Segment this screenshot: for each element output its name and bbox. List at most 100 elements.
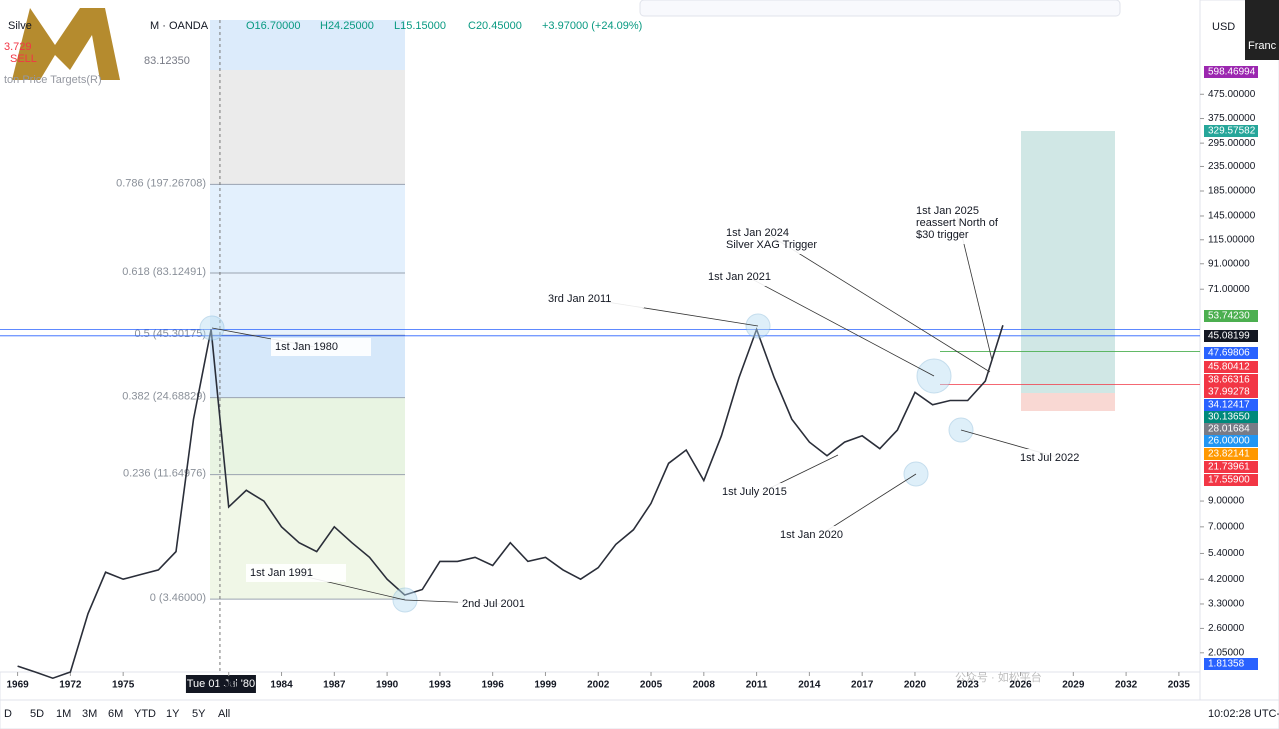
price-tag — [1204, 423, 1258, 435]
ohlc: L15.15000 — [394, 20, 446, 32]
price-tag — [1204, 330, 1258, 342]
annotation: 1st Jan 2025 reassert North of $30 trigger — [916, 205, 999, 241]
y-tick-label: 235.00000 — [1208, 161, 1256, 172]
annotation-pointer — [765, 232, 991, 373]
stop-box — [1021, 393, 1115, 411]
price-tag — [1204, 411, 1258, 423]
y-tick-label: 375.00000 — [1208, 113, 1256, 124]
range-button[interactable]: 1M — [56, 708, 71, 720]
annotation: 1st Jan 2020 — [780, 529, 843, 541]
drawing-toolbar — [639, 0, 1121, 17]
price-line — [17, 324, 1004, 680]
fib-label: 0.786 (197.26708) — [116, 177, 206, 189]
price-tag — [1204, 461, 1258, 473]
price-tag — [1204, 347, 1258, 359]
annotation-bg — [776, 526, 876, 544]
y-tick-label: 475.00000 — [1208, 89, 1256, 100]
range-button[interactable]: 5D — [30, 708, 44, 720]
fib-zone — [210, 184, 405, 274]
x-tick-label: 1993 — [429, 680, 452, 691]
price-tag-label: 23.82141 — [1208, 449, 1250, 460]
fib-zone — [210, 70, 405, 185]
x-tick-label: 2035 — [1168, 680, 1191, 691]
y-tick-label: 91.00000 — [1208, 258, 1250, 269]
y-tick-label: 7.00000 — [1208, 521, 1245, 532]
fib-label: 0.5 (45.30175) — [134, 328, 206, 340]
y-tick-label: 295.00000 — [1208, 138, 1256, 149]
webcam — [1245, 0, 1279, 60]
x-tick-label: 2002 — [587, 680, 610, 691]
order-price: 3.729 — [4, 41, 32, 53]
price-tag — [1204, 310, 1258, 322]
annotation: 2nd Jul 2001 — [462, 598, 525, 610]
annotation-pointer — [819, 473, 917, 536]
ohlc: H24.25000 — [320, 20, 374, 32]
y-tick-label: 115.00000 — [1208, 234, 1255, 245]
clock: 10:02:28 UTC-5 — [1208, 708, 1279, 720]
annotation: 1st Jul 2022 — [1020, 452, 1079, 464]
crosshair-tag — [185, 675, 256, 693]
price-tag-label: 21.73961 — [1208, 462, 1250, 473]
range-button[interactable]: D — [4, 708, 12, 720]
range-button[interactable]: 5Y — [192, 708, 206, 720]
annotation: 1st July 2015 — [722, 486, 787, 498]
price-tag — [1204, 399, 1258, 411]
range-button[interactable]: 3M — [82, 708, 97, 720]
order-right: 83.12350 — [144, 55, 190, 67]
x-tick-label: 1987 — [323, 680, 346, 691]
webcam-label: Franc — [1248, 40, 1277, 52]
y-tick-label: 4.20000 — [1208, 574, 1245, 585]
y-tick-label: 185.00000 — [1208, 186, 1256, 197]
range-button[interactable]: 6M — [108, 708, 123, 720]
price-tag — [1204, 374, 1258, 386]
y-tick-label: 9.00000 — [1208, 496, 1245, 507]
price-tag-label: 1.81358 — [1208, 659, 1245, 670]
annotation-bg — [704, 268, 804, 286]
annotation: 1st Jan 2021 — [708, 271, 771, 283]
y-tick-label: 5.40000 — [1208, 548, 1245, 559]
crosshair-label: Tue 01 Jul '80 — [187, 678, 255, 690]
price-tag-label: 53.74230 — [1208, 311, 1250, 322]
range-button[interactable]: 1Y — [166, 708, 180, 720]
y-tick-label: 2.60000 — [1208, 623, 1245, 634]
fib-label: 0.382 (24.68829) — [122, 390, 206, 402]
y-tick-label: 71.00000 — [1208, 284, 1250, 295]
price-tag — [1204, 66, 1258, 78]
price-tag-label: 329.57582 — [1208, 126, 1256, 137]
fib-label: 0.618 (83.12491) — [122, 266, 206, 278]
price-tag-label: 26.00000 — [1208, 436, 1250, 447]
x-tick-label: 1990 — [376, 680, 399, 691]
price-tag — [1204, 386, 1258, 398]
annotation-bg — [722, 224, 822, 254]
y-tick-label: 3.30000 — [1208, 599, 1245, 610]
ohlc: O16.70000 — [246, 20, 300, 32]
x-tick-label: 1972 — [59, 680, 82, 691]
ohlc: C20.45000 — [468, 20, 522, 32]
price-tag — [1204, 658, 1258, 670]
annotation: 1st Jan 2024 Silver XAG Trigger — [726, 227, 817, 251]
x-tick-label: 2020 — [904, 680, 927, 691]
price-tag-label: 45.80412 — [1208, 362, 1250, 373]
logo — [12, 8, 120, 80]
x-tick-label: 1996 — [482, 680, 505, 691]
annotation: 1st Jan 1991 — [250, 567, 313, 579]
annotation-pointer — [747, 276, 935, 377]
x-tick-label: 2023 — [957, 680, 980, 691]
fib-zone — [210, 20, 405, 70]
range-button[interactable]: All — [218, 708, 230, 720]
price-tag-label: 28.01684 — [1208, 424, 1250, 435]
annotation-bg — [246, 564, 346, 582]
annotation-bg — [271, 338, 371, 356]
price-tag — [1204, 448, 1258, 460]
x-tick-label: 2005 — [640, 680, 663, 691]
x-tick-label: 2011 — [746, 680, 768, 691]
source: M · OANDA — [150, 20, 209, 32]
range-button[interactable]: YTD — [134, 708, 156, 720]
price-tag-label: 598.46994 — [1208, 67, 1256, 78]
annotation-bg — [718, 483, 818, 501]
x-tick-label: 2008 — [693, 680, 716, 691]
indicator: ton Price Targets(R) — [4, 74, 102, 86]
price-tag — [1204, 435, 1258, 447]
